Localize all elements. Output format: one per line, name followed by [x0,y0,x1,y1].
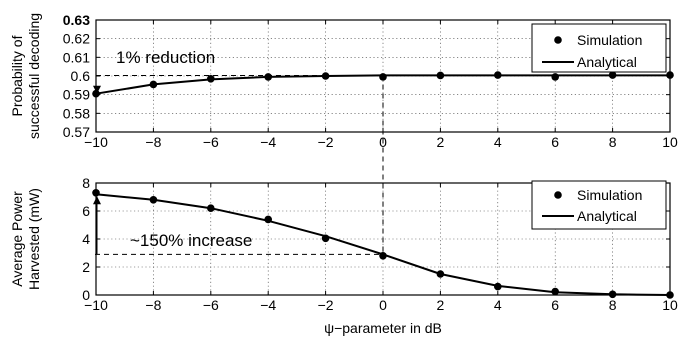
guide-arrowhead-top [93,85,101,94]
x-tick-label: −2 [318,134,334,150]
data-point-simulation [207,75,215,83]
x-tick-label: −2 [318,297,334,313]
data-point-simulation [321,234,330,243]
annotation-150pct-increase: ~150% increase [130,231,252,250]
x-tick-label: −4 [260,297,276,313]
x-tick-label: 0 [379,297,387,313]
y-tick-label: 6 [82,203,90,219]
y-tick-label: 0.59 [63,87,90,103]
x-axis-label: ψ−parameter in dB [324,320,442,336]
data-point-simulation [149,80,158,89]
data-point-simulation [494,71,502,79]
legend-box-top [531,23,667,73]
legend-label-analytical-bottom: Analytical [577,208,637,224]
legend-label-simulation-top: Simulation [577,32,642,48]
series-bottom [92,189,674,299]
x-tick-label: −8 [145,297,161,313]
data-point-simulation [608,71,617,79]
y-tick-label: 0.62 [63,31,90,47]
legend-top: Simulation Analytical [531,23,667,73]
panel-top: −10 −8 −6 −4 −2 0 2 4 6 8 100.570.580.590.60.610.6… [9,12,678,150]
data-point-simulation [436,270,445,278]
x-tick-label: 2 [437,297,445,313]
x-tick-label: 8 [609,297,617,313]
x-tick-label: 4 [494,297,502,313]
x-tick-label: −6 [203,134,219,150]
grid-top [96,20,670,132]
grid-bottom [96,183,670,295]
guide-arrowhead-bottom [93,196,101,205]
data-point-simulation [551,73,559,81]
y-tick-label: 2 [82,259,90,275]
data-point-simulation [494,282,502,291]
axes-box-bottom [95,182,671,296]
data-point-simulation [436,71,445,80]
legend-bottom: Simulation Analytical [531,180,667,230]
x-tick-label: −10 [84,297,108,313]
x-tick-label: 4 [494,134,502,150]
data-point-simulation [207,204,215,212]
y-tick-label: 0.61 [63,49,90,65]
data-point-simulation [379,252,387,260]
y-tick-label: 4 [82,231,90,247]
x-tick-label: 2 [437,134,445,150]
x-tick-label: 6 [551,297,559,313]
annotation-1pct-reduction: 1% reduction [116,48,215,67]
x-tick-label: −10 [84,134,108,150]
y-tick-label: 8 [82,175,90,191]
data-point-simulation [321,72,330,80]
y-tick-label: 0.58 [63,105,90,121]
x-tick-label: −6 [203,297,219,313]
data-point-simulation [264,215,273,224]
x-tick-label: 8 [609,134,617,150]
y-tick-label: 0.57 [63,124,90,140]
x-tick-label: −8 [145,134,161,150]
data-point-simulation [264,73,273,81]
x-tick-label: 6 [551,134,559,150]
y-axis-label-bottom-line1: Average Power [9,191,25,287]
legend-label-analytical-top: Analytical [577,54,637,70]
y-axis-label-top-line2: successful decoding [26,13,42,139]
panel-bottom: −10 −8 −6 −4 −2 0 2 4 6 8 10 0 2 4 6 8 Average Power Ha… [9,175,678,336]
x-tick-label: −4 [260,134,276,150]
x-tick-label: 10 [662,134,678,150]
y-axis-label-bottom-line2: Harvested (mW) [26,188,42,290]
y-tick-label: 0.63 [63,12,90,28]
legend-label-simulation-bottom: Simulation [577,187,642,203]
y-axis-label-top-line1: Probability of [9,35,25,116]
data-point-simulation [149,196,158,204]
legend-box-bottom [531,180,667,230]
legend-marker-simulation-bottom [554,191,562,199]
y-tick-label: 0.6 [71,68,91,84]
y-tick-label: 0 [82,287,90,303]
legend-marker-simulation-top [554,36,562,44]
x-tick-label: 10 [662,297,678,313]
annotation-guides [93,74,384,255]
